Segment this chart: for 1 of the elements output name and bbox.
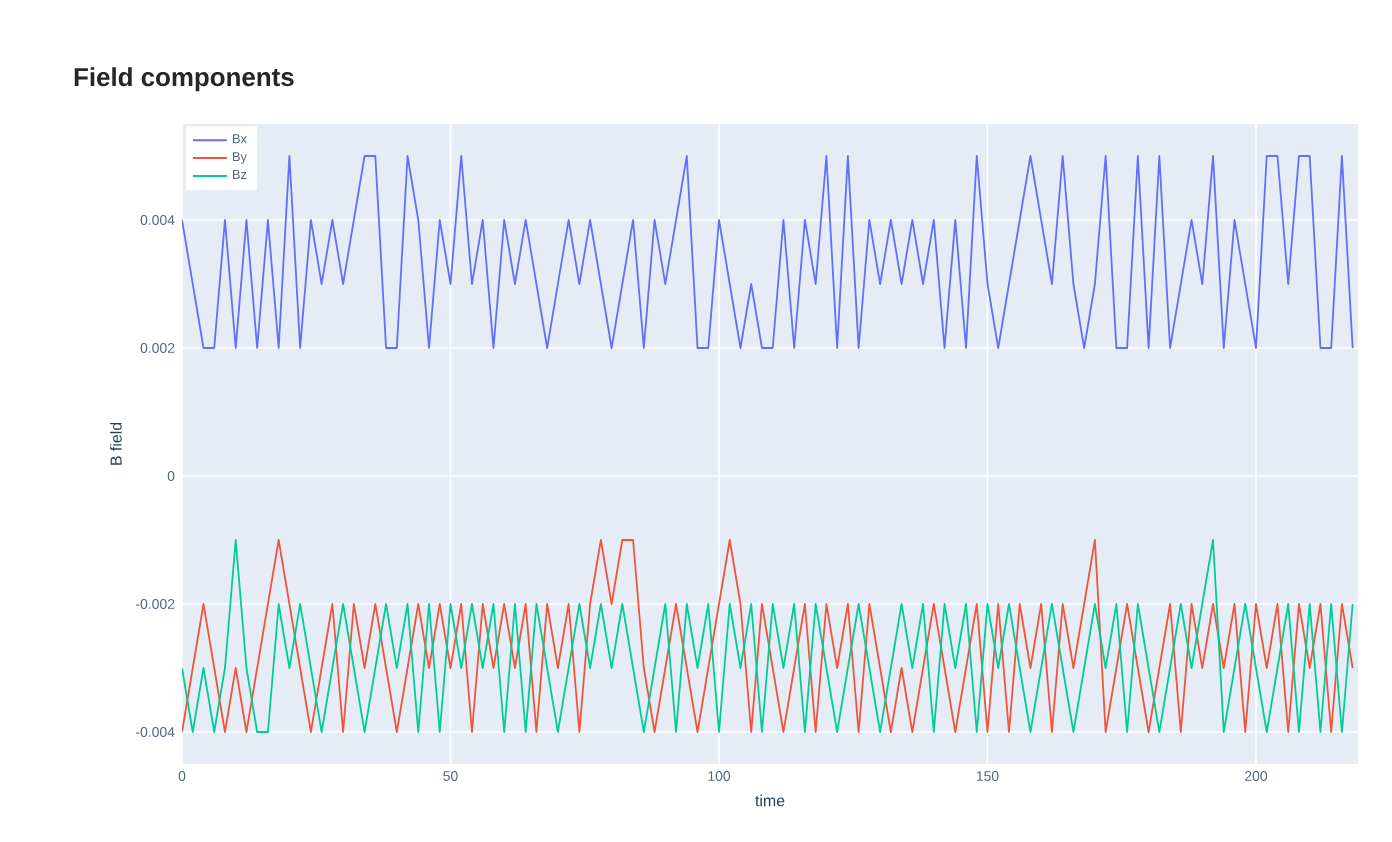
- chart-title: Field components: [74, 67, 294, 92]
